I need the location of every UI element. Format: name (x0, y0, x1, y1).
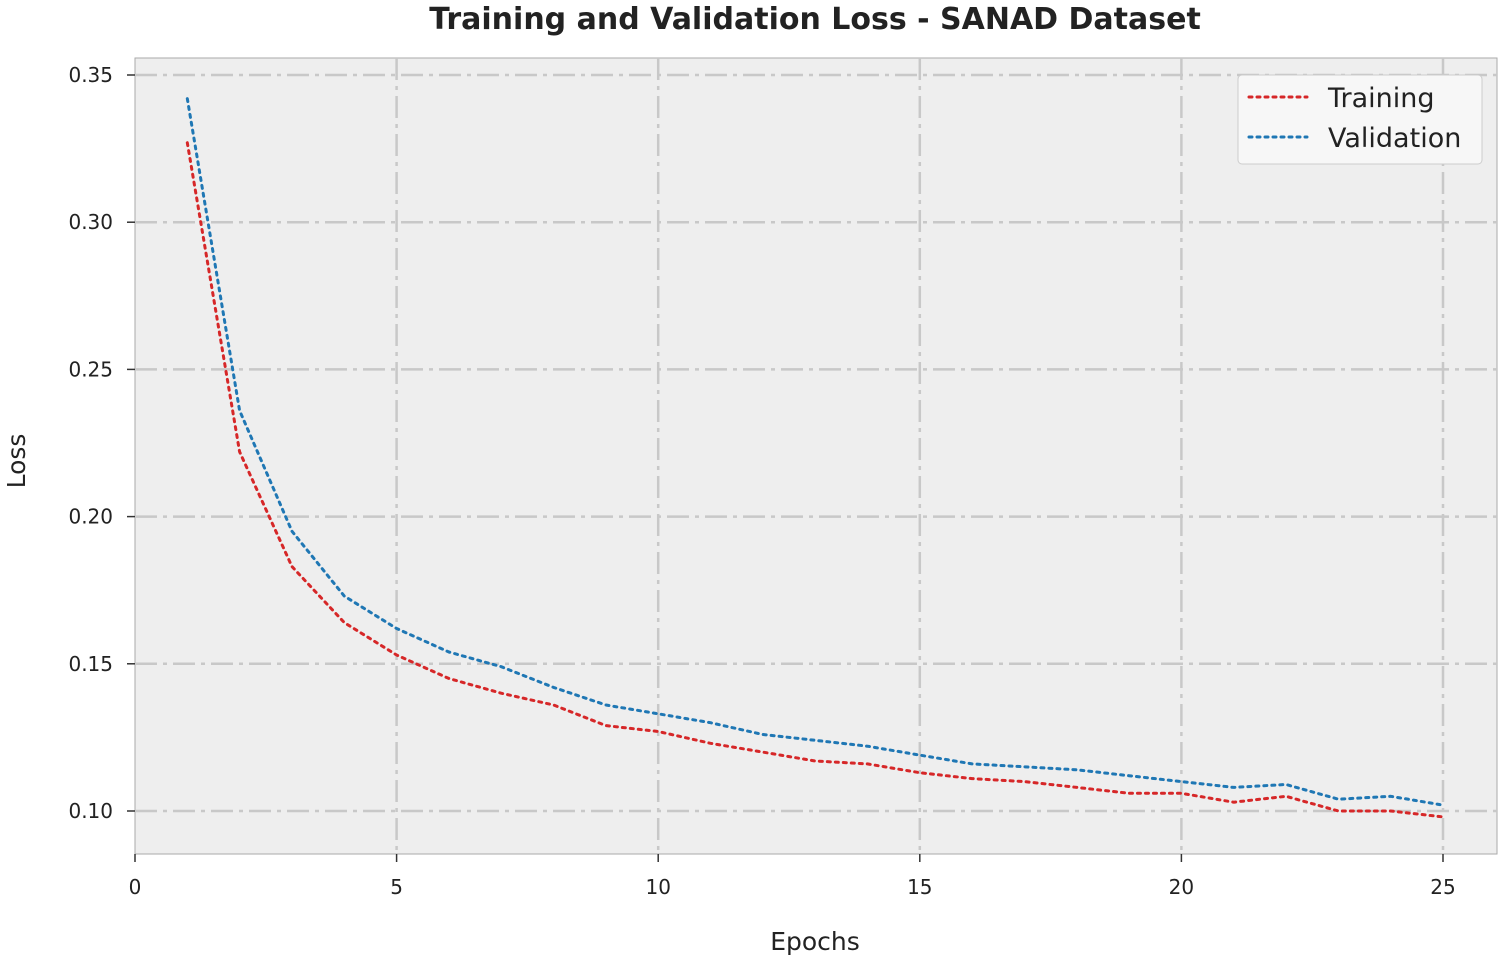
axis-ticks: 0 5 10 15 20 25 0.10 0.15 0.20 0.25 0.30 0.35 (68, 63, 1455, 899)
series-line-validation (185, 97, 1445, 807)
y-tick-label: 0.30 (68, 210, 113, 234)
x-tick-label: 5 (390, 875, 403, 899)
x-tick-label: 0 (129, 875, 142, 899)
y-tick-label: 0.35 (68, 63, 113, 87)
y-axis-label: Loss (2, 434, 31, 489)
x-tick-label: 20 (1169, 875, 1194, 899)
y-tick-label: 0.10 (68, 799, 113, 823)
legend-label-validation: Validation (1328, 123, 1461, 154)
plot-area (134, 57, 1498, 855)
legend-label-training: Training (1327, 83, 1435, 114)
y-tick-label: 0.20 (68, 505, 113, 529)
series-line-training (185, 141, 1445, 819)
legend: Training Validation (1237, 74, 1483, 165)
x-axis-label: Epochs (770, 927, 860, 956)
x-tick-label: 25 (1430, 875, 1455, 899)
y-tick-label: 0.25 (68, 357, 113, 381)
x-tick-label: 10 (645, 875, 670, 899)
series-lines (185, 97, 1445, 819)
grid-lines (135, 58, 1497, 854)
x-tick-label: 15 (907, 875, 932, 899)
y-tick-label: 0.15 (68, 652, 113, 676)
chart-title: Training and Validation Loss - SANAD Dat… (429, 2, 1201, 37)
